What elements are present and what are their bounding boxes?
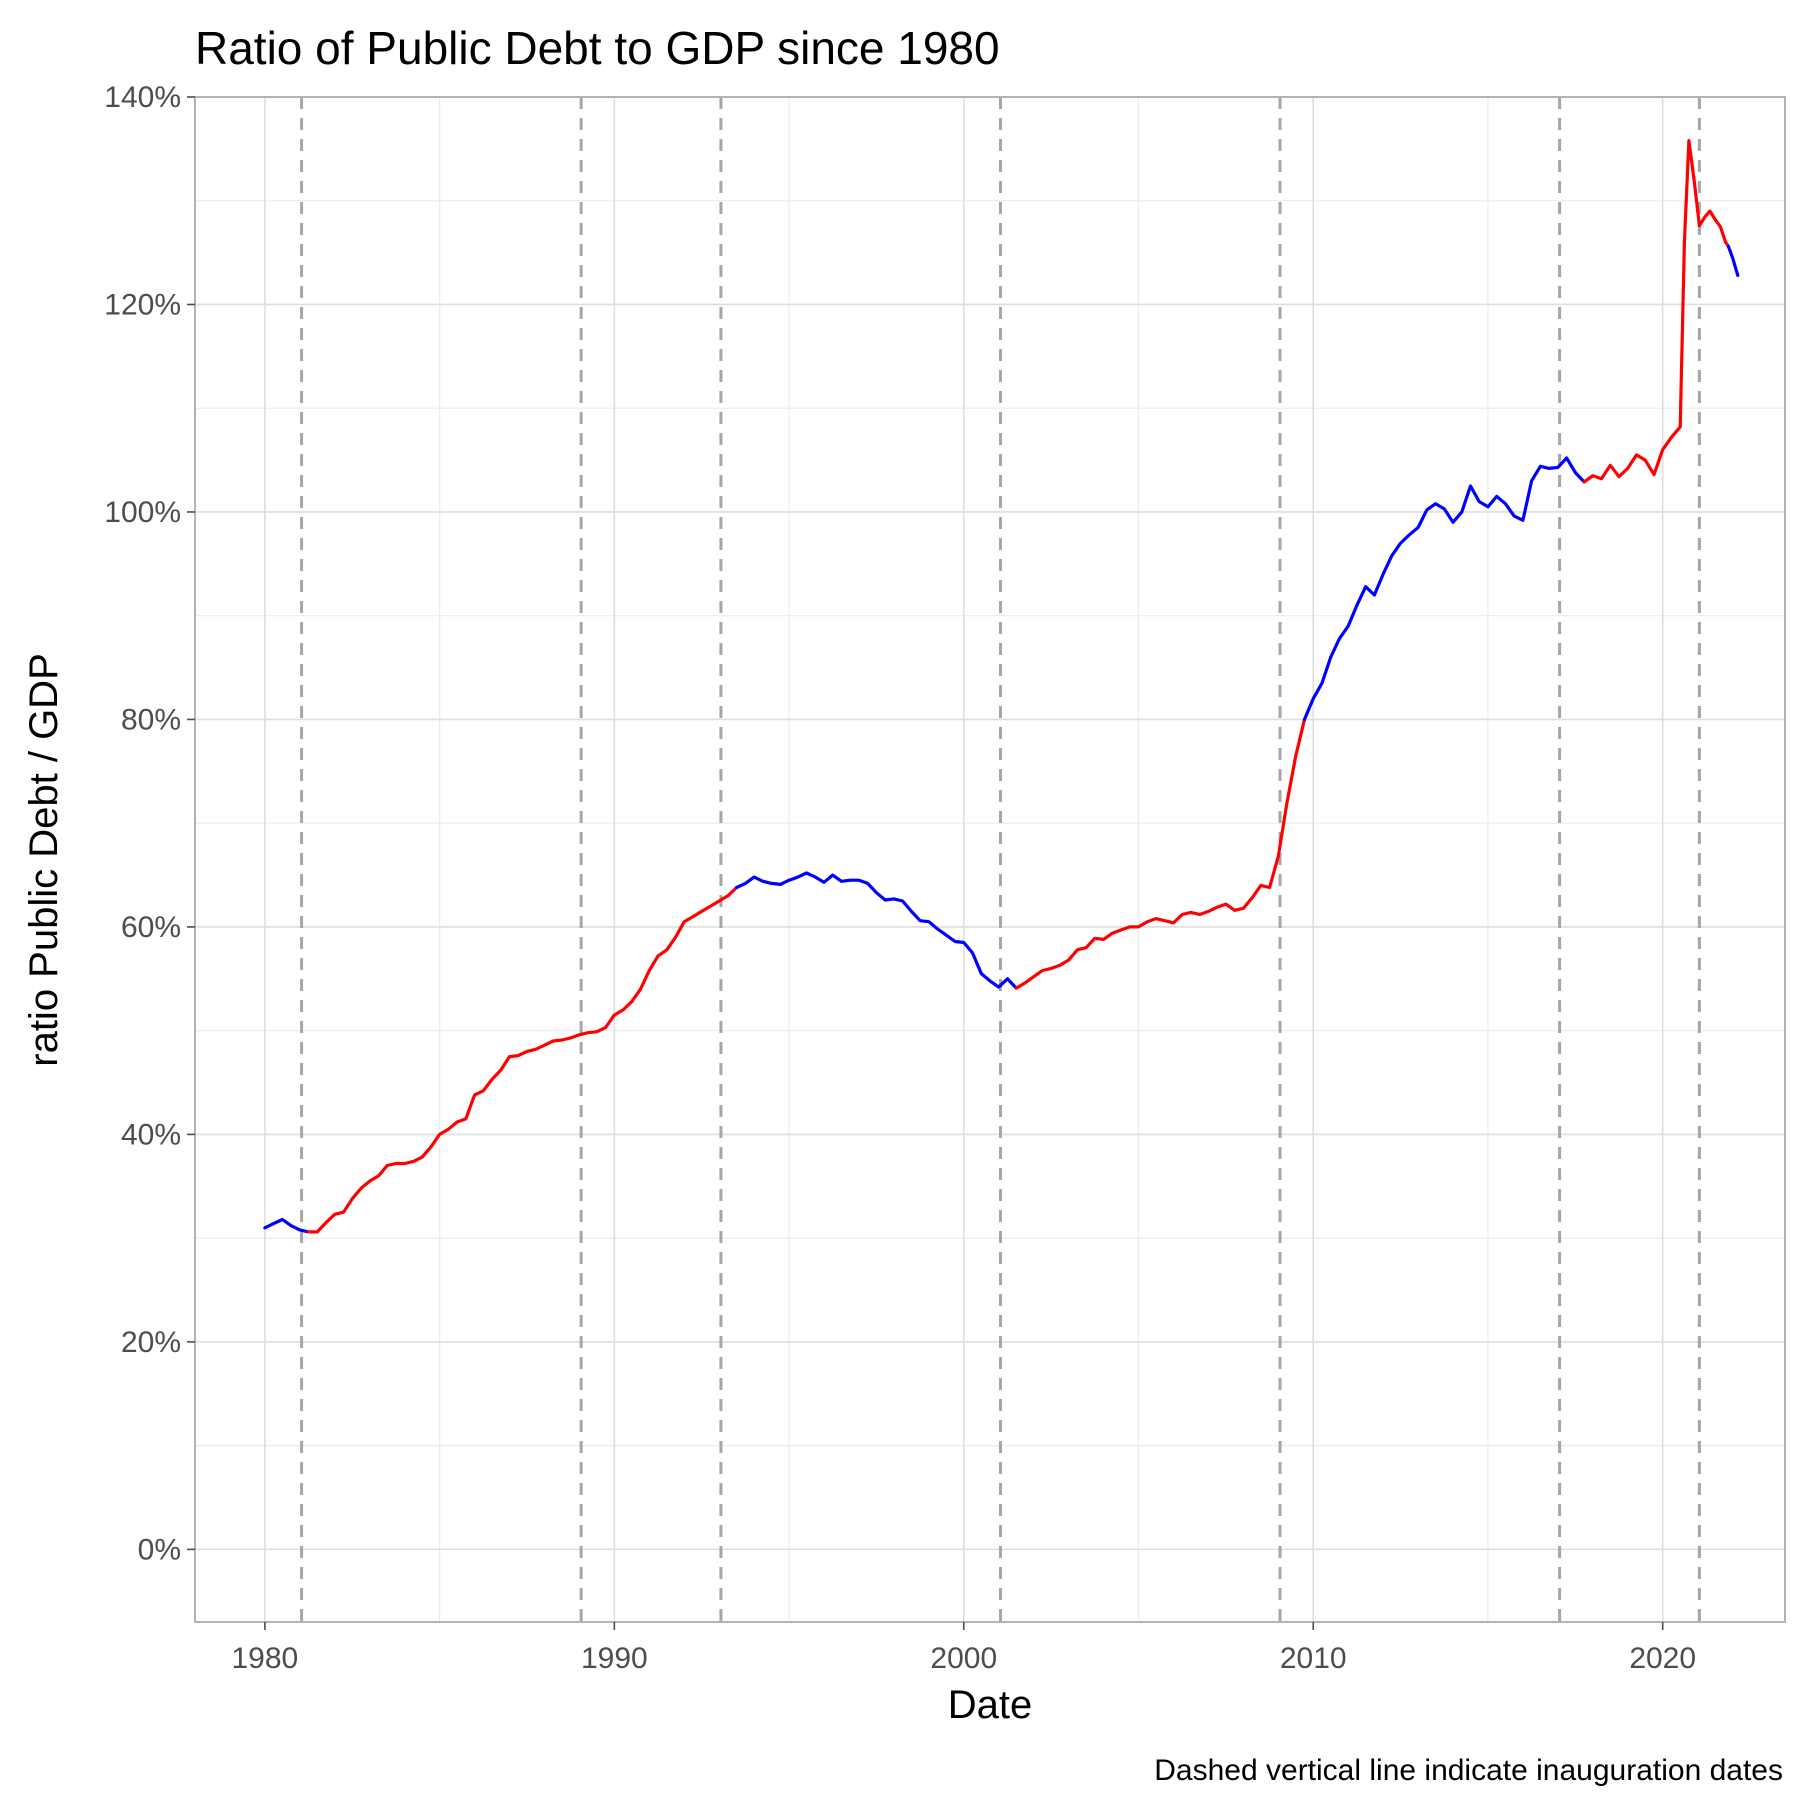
x-axis: 1980 1990 2000 2010 2020 (232, 1622, 1696, 1675)
x-tick-label: 2020 (1629, 1642, 1696, 1675)
inauguration-lines (300, 97, 1701, 1622)
x-tick-label: 2000 (930, 1642, 997, 1675)
x-tick-label: 2010 (1280, 1642, 1347, 1675)
y-tick-label: 100% (104, 496, 181, 529)
y-tick-label: 120% (104, 288, 181, 321)
minor-grid (195, 97, 1785, 1622)
series-segment-blue (1302, 456, 1586, 721)
y-tick-label: 0% (138, 1533, 181, 1566)
x-axis-title: Date (948, 1683, 1033, 1727)
y-tick-label: 60% (121, 911, 181, 944)
chart-caption: Dashed vertical line indicate inaugurati… (1154, 1754, 1783, 1787)
y-tick-label: 20% (121, 1326, 181, 1359)
y-axis-title: ratio Public Debt / GDP (22, 653, 66, 1067)
y-tick-label: 140% (104, 81, 181, 114)
series-segment-blue (263, 1217, 311, 1234)
series-segment-blue (735, 871, 1018, 990)
series-segment-red (307, 885, 739, 1234)
major-grid (195, 96, 1785, 1622)
x-tick-label: 1990 (581, 1642, 648, 1675)
y-tick-label: 80% (121, 703, 181, 736)
series-segment-red (1014, 717, 1307, 990)
series-segment-blue (1726, 244, 1740, 277)
plot-panel-border (194, 96, 1786, 1623)
y-axis: 0% 20% 40% 60% 80% 100% 120% 140% (104, 81, 195, 1566)
debt-ratio-line (263, 139, 1740, 1234)
series-segment-red (1582, 139, 1730, 484)
y-tick-label: 40% (121, 1118, 181, 1151)
x-tick-label: 1980 (232, 1642, 299, 1675)
chart-title: Ratio of Public Debt to GDP since 1980 (195, 22, 1000, 74)
